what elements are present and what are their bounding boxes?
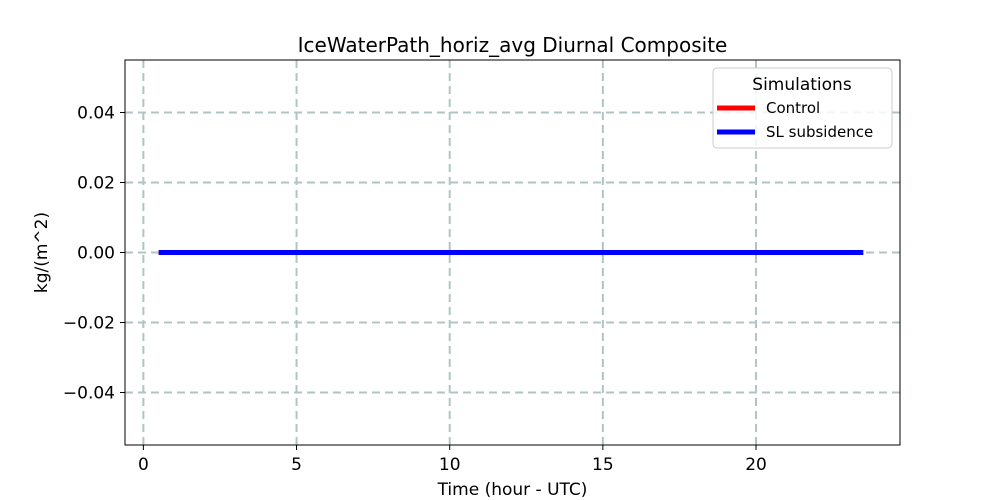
x-tick-label: 15 [592, 455, 614, 475]
x-tick-label: 5 [291, 455, 302, 475]
x-axis-label: Time (hour - UTC) [437, 480, 588, 500]
y-tick-label: −0.02 [63, 314, 115, 334]
x-tick-label: 0 [138, 455, 149, 475]
y-axis-label: kg/(m^2) [32, 212, 52, 293]
y-axis-ticks: −0.04 −0.02 0.00 0.02 0.04 [63, 104, 125, 404]
legend-label-1: SL subsidence [766, 123, 873, 141]
y-tick-label: 0.02 [77, 174, 115, 194]
y-tick-label: 0.04 [77, 104, 115, 124]
legend-title: Simulations [752, 75, 852, 95]
chart-title: IceWaterPath_horiz_avg Diurnal Composite [298, 33, 728, 57]
x-tick-label: 20 [745, 455, 767, 475]
y-tick-label: −0.04 [63, 384, 115, 404]
x-axis-ticks: 0 5 10 15 20 [138, 445, 767, 475]
x-tick-label: 10 [439, 455, 461, 475]
legend-entries: Control SL subsidence [717, 99, 873, 141]
legend-box [712, 67, 893, 149]
legend-label-0: Control [766, 99, 820, 117]
y-tick-label: 0.00 [77, 244, 115, 264]
legend: Simulations Control SL subsidence [712, 67, 893, 149]
